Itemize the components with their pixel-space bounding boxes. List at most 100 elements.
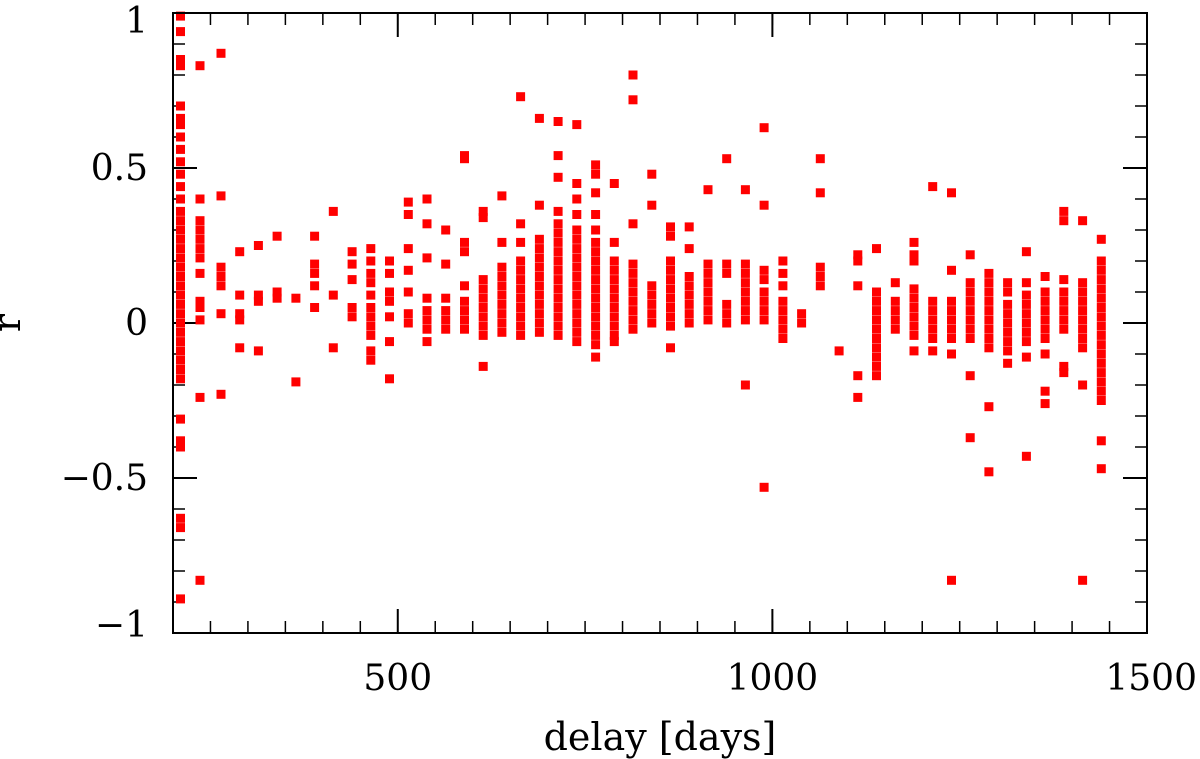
data-point	[553, 256, 563, 266]
data-point	[460, 306, 469, 316]
data-point	[441, 225, 451, 235]
data-point	[591, 321, 601, 331]
data-point	[478, 206, 488, 216]
data-point	[666, 312, 675, 322]
data-point	[553, 172, 563, 182]
data-point	[1078, 380, 1088, 390]
data-point	[609, 284, 619, 294]
data-point	[310, 231, 320, 241]
data-point	[853, 250, 863, 260]
data-point	[1021, 451, 1031, 461]
data-point	[1003, 346, 1013, 356]
data-point	[460, 281, 469, 291]
data-point	[572, 194, 582, 204]
data-point	[591, 265, 601, 275]
data-point	[195, 194, 205, 204]
data-point	[516, 303, 526, 312]
data-point	[176, 194, 185, 204]
x-tick-label: 1500	[1105, 658, 1197, 699]
data-point	[722, 318, 732, 328]
data-point	[497, 309, 507, 319]
data-point	[497, 262, 507, 272]
data-point	[1059, 324, 1069, 334]
data-point	[1040, 306, 1050, 316]
data-point	[1059, 275, 1069, 285]
data-point	[176, 101, 185, 111]
data-point	[176, 225, 185, 235]
data-point	[740, 287, 750, 297]
data-point	[422, 324, 432, 334]
data-point	[834, 346, 844, 356]
data-point	[1003, 318, 1013, 328]
data-point	[1021, 318, 1031, 328]
data-point	[478, 213, 488, 223]
data-point	[1078, 278, 1088, 288]
data-point	[909, 293, 919, 303]
data-point	[516, 92, 526, 102]
data-point	[984, 306, 994, 316]
data-point	[1096, 436, 1106, 446]
data-point	[628, 259, 638, 269]
data-point	[195, 296, 205, 306]
data-point	[516, 265, 526, 275]
data-point	[947, 265, 956, 275]
data-point	[628, 306, 638, 316]
data-point	[759, 123, 769, 133]
data-point	[347, 303, 357, 312]
data-point	[497, 191, 507, 201]
data-point	[684, 281, 694, 291]
data-point	[1003, 278, 1013, 288]
tick-labels: 500 1000 1500 −1 −0.5 0 0.5 1	[61, 1, 1197, 699]
data-point	[460, 296, 469, 306]
data-point	[176, 436, 185, 446]
data-point	[176, 216, 185, 226]
data-point	[984, 278, 994, 288]
data-point	[1003, 327, 1013, 337]
data-point	[385, 312, 394, 322]
data-point	[534, 281, 544, 291]
data-point	[1096, 464, 1106, 474]
data-point	[591, 352, 601, 362]
data-point	[628, 324, 638, 334]
data-point	[965, 287, 975, 297]
data-point	[534, 253, 544, 263]
data-point	[534, 318, 544, 328]
data-point	[516, 275, 526, 285]
data-point	[909, 330, 919, 340]
data-point	[497, 318, 507, 328]
data-point	[628, 95, 638, 105]
data-point	[947, 349, 956, 359]
data-point	[928, 306, 938, 316]
data-point	[385, 374, 394, 384]
data-point	[853, 371, 863, 381]
data-point	[872, 371, 881, 381]
data-point	[176, 374, 185, 384]
data-point	[534, 262, 544, 272]
data-point	[1059, 216, 1069, 226]
data-point	[853, 281, 863, 291]
data-point	[591, 169, 601, 179]
data-point	[422, 194, 432, 204]
data-point	[176, 523, 185, 533]
data-point	[216, 48, 226, 58]
data-point	[478, 293, 488, 303]
data-point	[984, 324, 994, 334]
data-point	[272, 293, 282, 303]
data-point	[666, 222, 675, 232]
x-tick-label: 500	[363, 658, 432, 699]
data-point	[176, 594, 185, 604]
data-point	[441, 315, 451, 325]
data-point	[965, 296, 975, 306]
data-point	[176, 253, 185, 263]
data-point	[965, 371, 975, 381]
data-point	[328, 290, 338, 300]
data-point	[647, 309, 657, 319]
data-point	[778, 315, 788, 325]
data-point	[441, 293, 451, 303]
data-point	[176, 27, 185, 37]
data-point	[460, 154, 469, 164]
data-point	[909, 312, 919, 322]
data-point	[176, 272, 185, 281]
data-point	[797, 318, 807, 328]
data-point	[572, 244, 582, 254]
